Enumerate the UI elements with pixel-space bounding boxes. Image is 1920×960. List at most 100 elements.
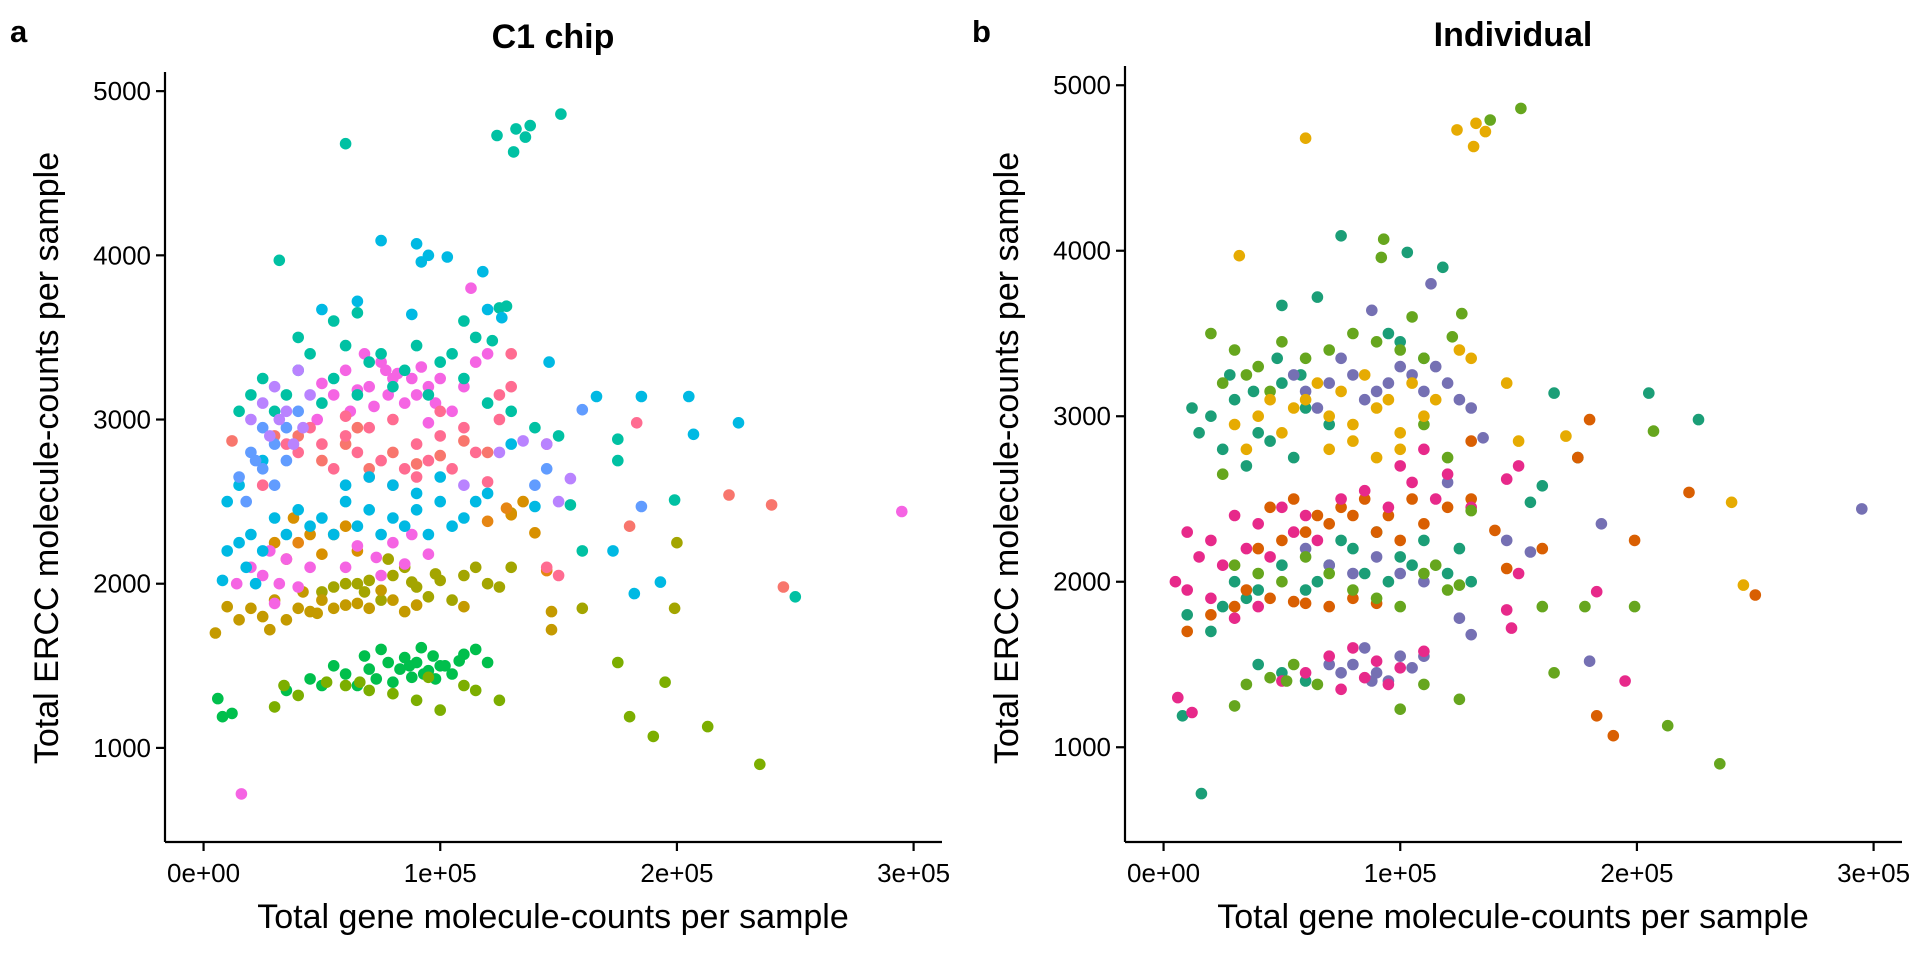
data-point — [564, 472, 577, 485]
data-point — [1572, 451, 1584, 464]
data-point — [1628, 600, 1641, 613]
data-point — [339, 679, 352, 692]
data-point — [1169, 575, 1182, 588]
data-point — [1856, 503, 1868, 515]
data-point — [327, 389, 340, 401]
data-point — [545, 605, 558, 618]
data-point — [280, 528, 293, 541]
data-point — [245, 528, 257, 541]
data-point — [363, 471, 376, 483]
data-point — [1628, 534, 1641, 547]
data-point — [458, 315, 470, 327]
panel-letter: a — [10, 14, 28, 49]
data-point — [1276, 501, 1288, 514]
data-point — [540, 438, 553, 450]
data-point — [458, 421, 470, 434]
data-point — [481, 476, 494, 488]
data-point — [339, 430, 352, 442]
data-point — [351, 295, 364, 308]
data-point — [469, 356, 482, 368]
data-point — [1418, 443, 1430, 456]
data-point — [1311, 534, 1324, 547]
data-point — [249, 454, 262, 467]
data-point — [339, 668, 352, 680]
data-point — [1418, 645, 1430, 658]
data-point — [292, 581, 305, 593]
data-point — [1347, 509, 1359, 522]
data-point — [410, 438, 423, 450]
data-point — [256, 610, 269, 623]
y-tick-label: 2000 — [93, 569, 151, 599]
data-point — [441, 251, 454, 263]
data-point — [363, 421, 376, 434]
data-point — [1375, 251, 1388, 264]
data-point — [1264, 551, 1276, 563]
data-point — [1394, 427, 1406, 439]
data-point — [1347, 658, 1359, 671]
data-point — [1536, 542, 1549, 555]
data-point — [1446, 331, 1459, 343]
data-point — [1181, 584, 1193, 596]
data-point — [1382, 509, 1395, 522]
data-point — [1470, 117, 1482, 130]
y-tick-label: 2000 — [1053, 567, 1111, 597]
data-point — [1441, 468, 1454, 481]
data-point — [576, 403, 589, 416]
data-point — [1406, 369, 1418, 381]
data-point — [493, 446, 506, 459]
data-point — [564, 499, 577, 511]
scatter-chart-b: b Individual 0e+00 1e+05 2e+05 3e+05 1000 200… — [972, 14, 1910, 936]
data-point — [327, 463, 340, 475]
data-point — [339, 339, 352, 352]
data-point — [1441, 476, 1454, 489]
data-point — [1233, 249, 1246, 262]
data-point — [1287, 402, 1300, 414]
data-point — [1418, 352, 1430, 365]
data-point — [1228, 344, 1241, 356]
data-point — [316, 377, 328, 390]
data-point — [292, 504, 305, 516]
data-point — [256, 479, 269, 492]
data-point — [1271, 352, 1283, 365]
data-point — [1394, 551, 1406, 563]
data-point — [1406, 559, 1418, 571]
x-tick-label: 2e+05 — [1600, 858, 1673, 888]
x-tick-label: 1e+05 — [1364, 858, 1437, 888]
chart-panel-a: a C1 chip 0e+00 1e+05 2e+05 3e+05 1000 2000 30… — [10, 14, 950, 936]
data-point — [481, 348, 494, 360]
data-point — [1453, 693, 1466, 706]
data-point — [1583, 655, 1596, 667]
data-point — [1453, 579, 1466, 591]
data-point — [1382, 377, 1395, 389]
data-point — [1299, 132, 1312, 144]
data-point — [1465, 504, 1477, 517]
data-point — [311, 607, 324, 620]
data-point — [264, 430, 276, 442]
data-point — [1347, 369, 1359, 381]
data-point — [1489, 524, 1501, 537]
data-point — [339, 520, 352, 532]
ticks-layer: 0e+00 1e+05 2e+05 3e+05 1000 2000 3000 4000 5000 — [1053, 70, 1910, 888]
data-point — [1465, 402, 1477, 414]
data-point — [1276, 377, 1288, 389]
data-point — [1366, 304, 1378, 317]
data-point — [1205, 410, 1217, 423]
data-point — [1406, 311, 1418, 323]
data-point — [375, 643, 387, 656]
data-point — [1299, 402, 1312, 414]
data-point — [268, 597, 281, 610]
data-point — [1287, 451, 1300, 464]
chart-title: C1 chip — [492, 18, 615, 56]
data-point — [351, 446, 364, 459]
data-point — [1347, 567, 1359, 580]
data-point — [1453, 542, 1466, 555]
data-point — [1441, 501, 1454, 514]
data-point — [382, 656, 395, 669]
data-point — [339, 438, 352, 450]
data-point — [1484, 114, 1496, 126]
data-point — [481, 303, 494, 316]
data-point — [647, 730, 660, 743]
data-point — [1512, 567, 1525, 580]
data-point — [446, 405, 458, 418]
data-point — [896, 505, 908, 518]
